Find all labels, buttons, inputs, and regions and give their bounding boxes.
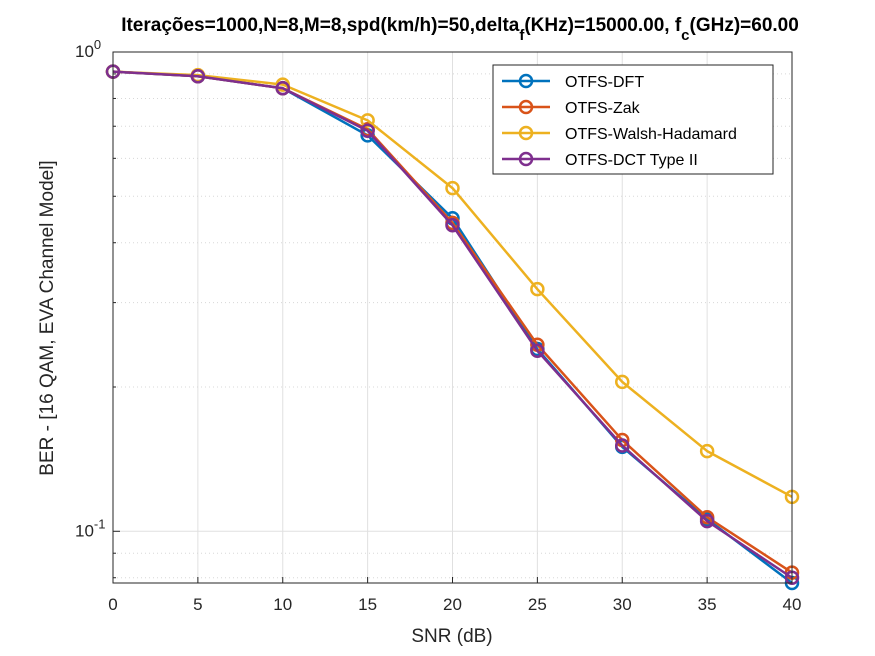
data-point bbox=[615, 438, 630, 453]
data-point bbox=[699, 443, 715, 459]
data-point bbox=[445, 218, 460, 233]
legend-label: OTFS-Walsh-Hadamard bbox=[565, 126, 737, 143]
legend-label: OTFS-Zak bbox=[565, 100, 641, 117]
chart-title-part-1: Iterações=1000,N=8,M=8,spd(km/h)=50,delt… bbox=[121, 15, 520, 36]
legend-box bbox=[492, 64, 774, 175]
legend-marker bbox=[518, 99, 534, 115]
data-point bbox=[615, 374, 630, 390]
legend-marker bbox=[518, 125, 534, 141]
x-tick-label: 35 bbox=[698, 595, 717, 614]
data-point bbox=[275, 81, 290, 96]
x-tick-label: 0 bbox=[108, 595, 117, 614]
y-axis-label: BER - [16 QAM, EVA Channel Model] bbox=[37, 160, 58, 475]
data-point bbox=[190, 69, 206, 84]
legend-entry: OTFS-DCT Type II bbox=[502, 151, 698, 169]
x-tick-label: 5 bbox=[193, 595, 202, 614]
x-tick-label: 25 bbox=[528, 595, 547, 614]
x-axis-label: SNR (dB) bbox=[411, 626, 492, 647]
legend-label: OTFS-DFT bbox=[565, 74, 644, 91]
data-point bbox=[530, 343, 545, 359]
legend-marker bbox=[518, 151, 534, 167]
x-tick-label: 30 bbox=[613, 595, 632, 614]
series-otfs-walsh-hadamard bbox=[105, 64, 800, 505]
data-point bbox=[360, 113, 375, 128]
y-tick-label-exponent: 0 bbox=[94, 37, 101, 52]
data-point bbox=[530, 281, 545, 297]
chart-title-part-2: (KHz)=15000.00, f bbox=[524, 15, 681, 36]
data-point bbox=[445, 180, 460, 196]
y-tick-label-base: 10 bbox=[75, 42, 94, 61]
series-group bbox=[105, 64, 800, 591]
y-tick-label: 100 bbox=[75, 37, 101, 61]
data-point bbox=[699, 513, 715, 529]
legend-entry: OTFS-Walsh-Hadamard bbox=[502, 125, 737, 143]
x-tick-label: 40 bbox=[783, 595, 802, 614]
chart-title-part-3: (GHz)=60.00 bbox=[690, 15, 799, 36]
legend-label: OTFS-DCT Type II bbox=[565, 152, 698, 169]
x-tick-label: 20 bbox=[443, 595, 462, 614]
y-tick-label-exponent: -1 bbox=[94, 516, 106, 531]
legend-entry: OTFS-Zak bbox=[502, 99, 641, 117]
chart-title-subscript-2: c bbox=[681, 27, 689, 44]
legend-marker bbox=[518, 73, 534, 89]
y-tick-label: 10-1 bbox=[75, 516, 105, 540]
y-tick-label-base: 10 bbox=[75, 521, 94, 540]
data-point bbox=[360, 123, 375, 139]
series-line bbox=[112, 70, 793, 498]
chart-title: Iterações=1000,N=8,M=8,spd(km/h)=50,delt… bbox=[121, 15, 799, 44]
series-line bbox=[112, 70, 793, 579]
x-tick-label: 15 bbox=[358, 595, 377, 614]
legend: OTFS-DFT OTFS-Zak OTFS-Walsh-Hadamard OTFS-… bbox=[492, 64, 774, 175]
chart-title-subscript-1: f bbox=[519, 27, 525, 44]
legend-entry: OTFS-DFT bbox=[502, 73, 644, 91]
series-otfs-dct-type-ii bbox=[105, 64, 800, 585]
x-tick-label: 10 bbox=[273, 595, 292, 614]
